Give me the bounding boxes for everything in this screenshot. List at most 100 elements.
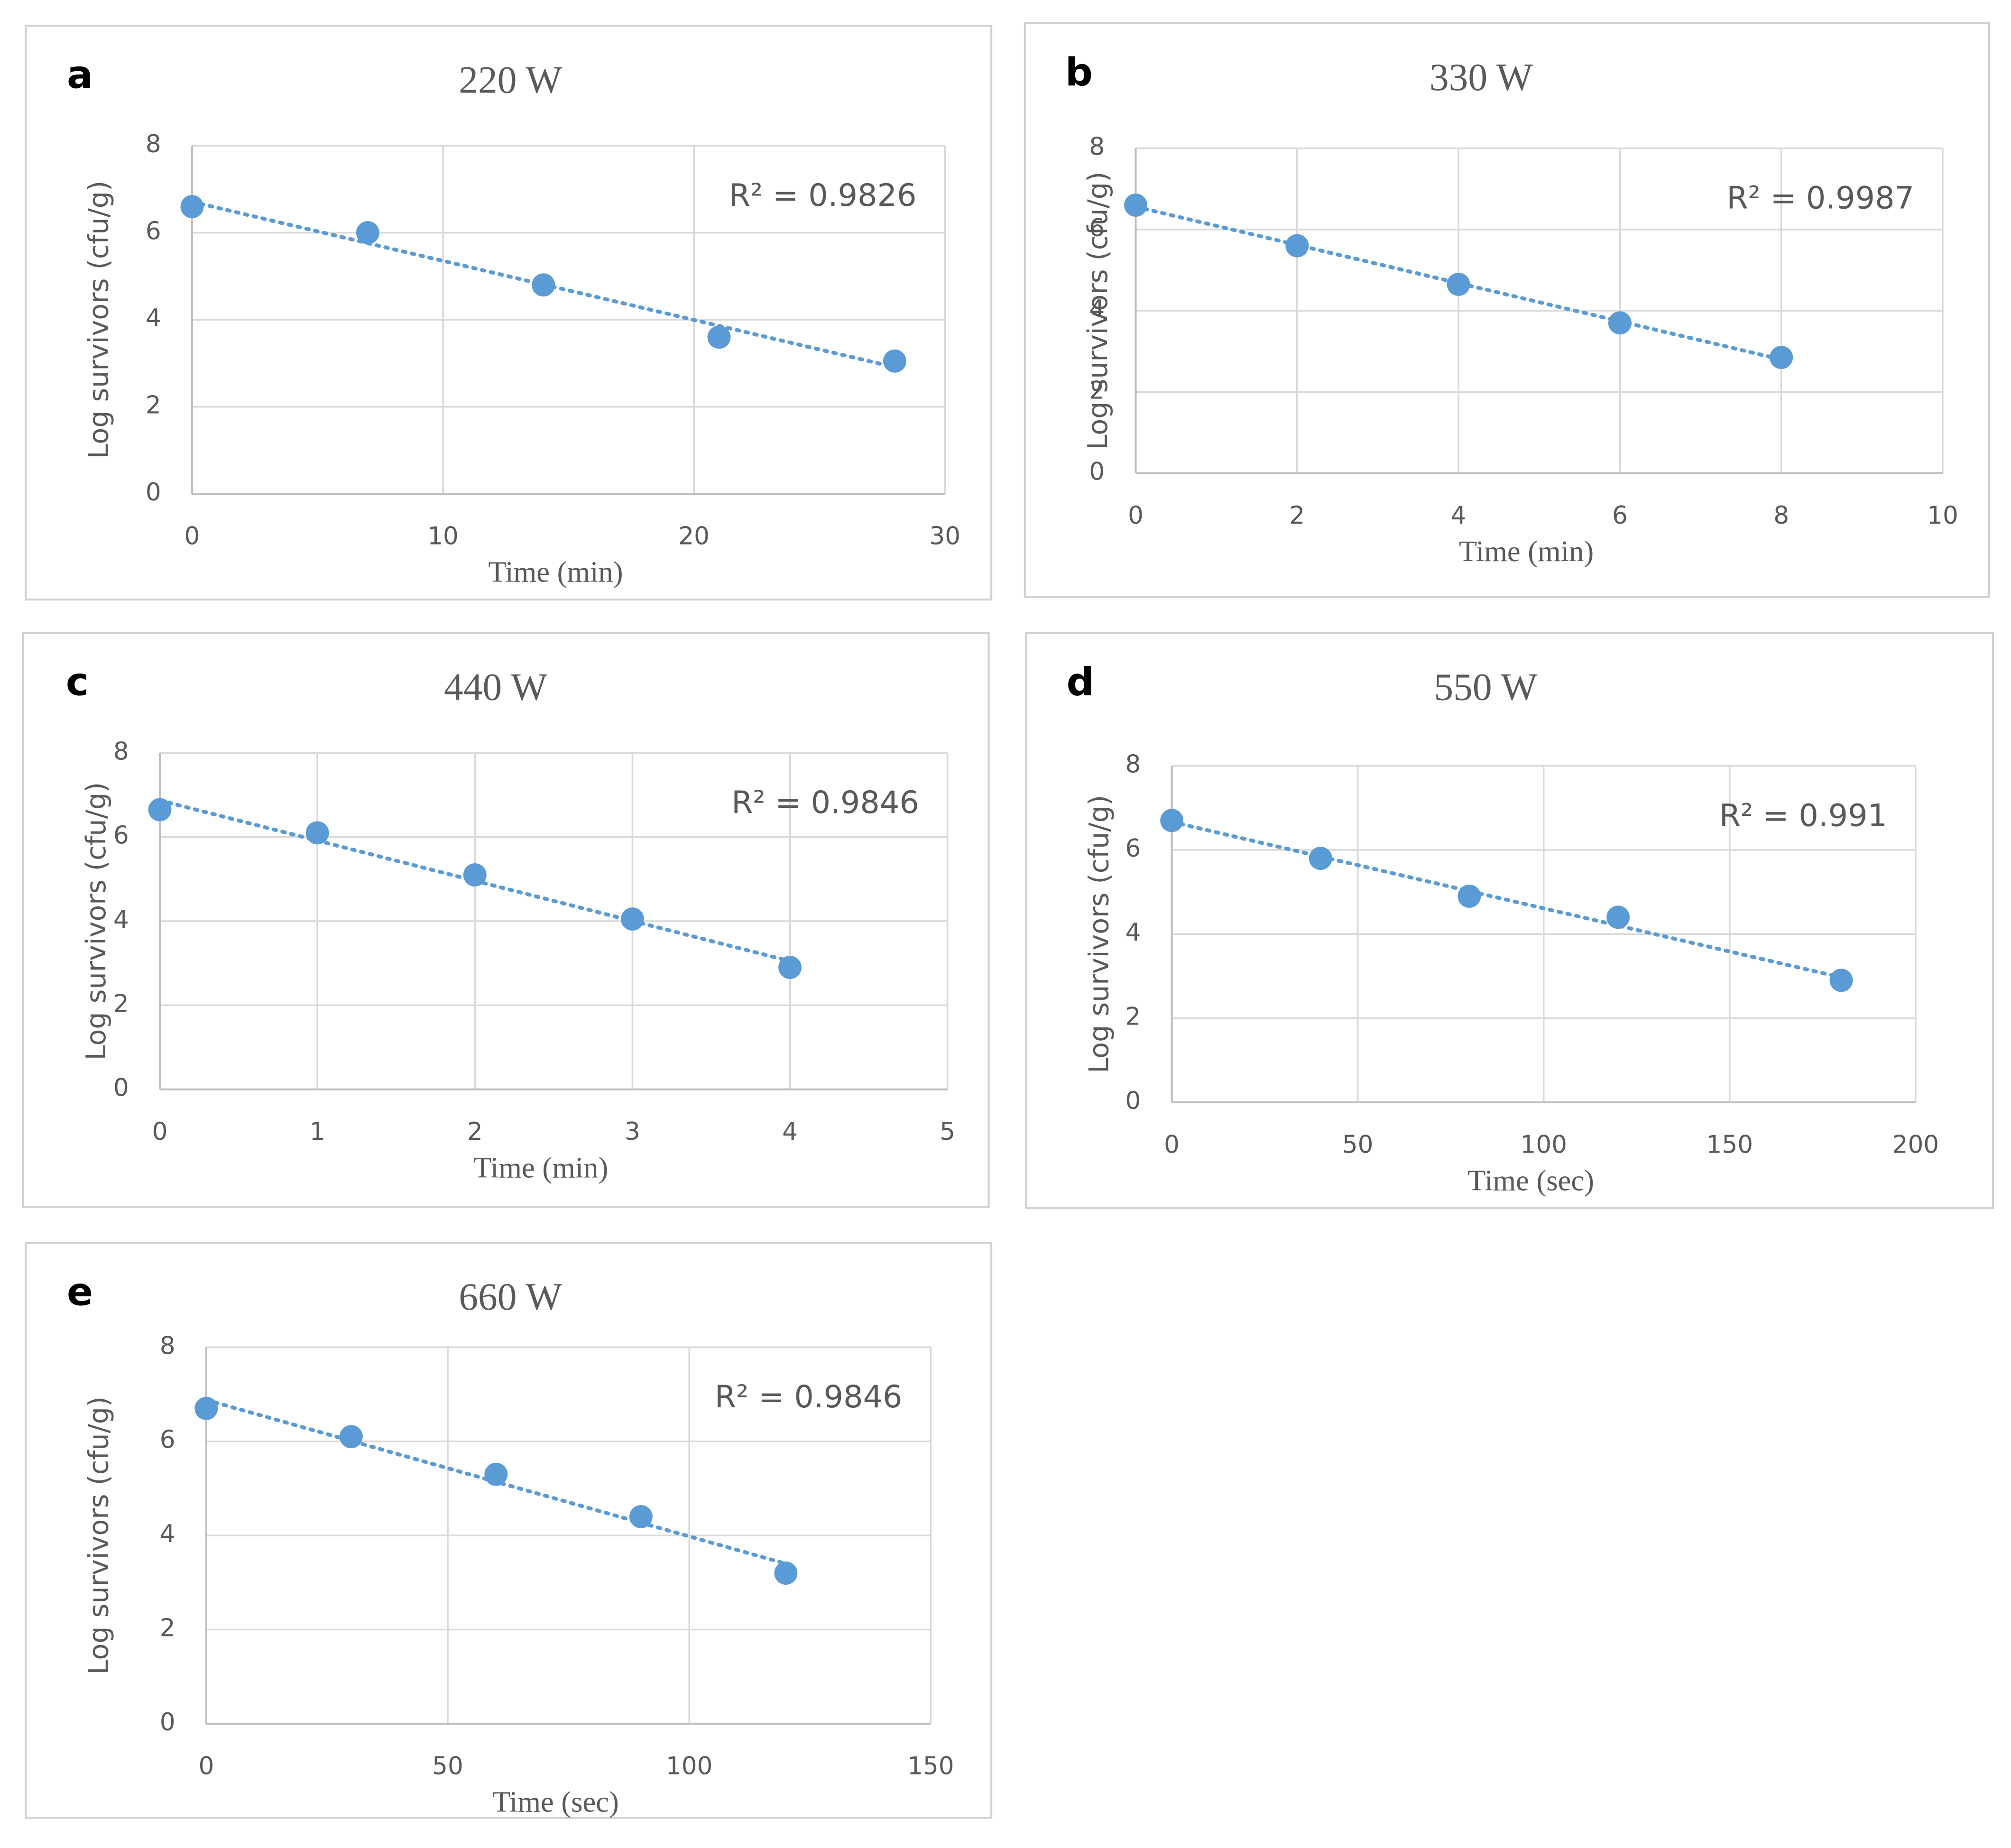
y-tick-label: 6	[1089, 214, 1105, 242]
x-tick-label: 200	[1892, 1130, 1939, 1159]
y-tick-label: 0	[146, 478, 161, 507]
panel-label: d	[1066, 660, 1094, 705]
x-tick-label: 2	[467, 1118, 483, 1146]
data-point	[1770, 346, 1793, 369]
data-point	[620, 907, 644, 931]
y-tick-label: 2	[113, 989, 129, 1018]
y-tick-label: 8	[1089, 133, 1105, 161]
x-tick-label: 50	[432, 1752, 463, 1780]
x-tick-label: 10	[1927, 501, 1958, 530]
y-tick-label: 0	[1089, 458, 1105, 486]
chart-panel: 0 2 4 6 8 0 50 100 150 200 d 550 W R² = 0.991 Time (s…	[1025, 632, 1994, 1209]
data-point	[778, 956, 802, 979]
annotation: R² = 0.9826	[729, 177, 917, 213]
x-tick-label: 8	[1773, 501, 1789, 530]
x-tick-label: 50	[1342, 1130, 1374, 1159]
x-tick-label: 4	[782, 1118, 798, 1146]
x-tick-label: 0	[152, 1118, 168, 1146]
data-point	[1829, 969, 1853, 992]
panel-label: b	[1065, 50, 1093, 95]
y-tick-label: 8	[160, 1331, 175, 1360]
x-tick-label: 1	[310, 1118, 325, 1146]
x-tick-label: 0	[1128, 501, 1144, 530]
x-tick-label: 100	[666, 1752, 713, 1780]
x-axis-label: Time (min)	[473, 1151, 608, 1184]
data-point	[532, 273, 555, 297]
x-tick-label: 100	[1520, 1130, 1567, 1159]
annotation: R² = 0.9846	[715, 1379, 903, 1415]
chart-panel: 0 2 4 6 8 0 1 2 3 4 5 c 440 W R² = 0.9846 Time (min) Lo…	[22, 632, 990, 1208]
x-tick-label: 20	[678, 522, 710, 550]
data-point	[194, 1396, 218, 1420]
chart-title: 550 W	[1434, 665, 1537, 709]
annotation: R² = 0.9987	[1726, 180, 1914, 216]
data-point	[1285, 234, 1309, 258]
data-point	[463, 863, 487, 887]
y-axis-label: Log survivors (cfu/g)	[81, 782, 112, 1061]
y-tick-label: 0	[1125, 1087, 1141, 1115]
data-point	[1160, 809, 1184, 832]
y-tick-label: 4	[1125, 918, 1141, 947]
x-tick-label: 3	[625, 1118, 640, 1146]
data-point	[305, 821, 329, 845]
y-tick-label: 4	[1089, 295, 1105, 323]
data-point	[1458, 884, 1481, 908]
data-point	[339, 1425, 363, 1449]
y-tick-label: 4	[160, 1520, 175, 1548]
y-tick-label: 2	[160, 1614, 175, 1643]
data-point	[1447, 272, 1470, 296]
panel-frame	[22, 632, 990, 1208]
y-tick-label: 8	[146, 130, 161, 158]
data-point	[707, 325, 731, 349]
y-axis-label: Log survivors (cfu/g)	[1084, 795, 1115, 1073]
x-tick-label: 5	[940, 1118, 955, 1146]
x-tick-label: 150	[1707, 1130, 1753, 1159]
panel-label: c	[66, 660, 89, 705]
data-point	[1606, 906, 1630, 929]
y-axis-label: Log survivors (cfu/g)	[83, 181, 115, 459]
data-point	[774, 1562, 798, 1585]
trendline	[1134, 204, 1783, 361]
panel-label: e	[67, 1269, 93, 1314]
data-point	[1608, 311, 1632, 335]
chart-title: 440 W	[444, 665, 547, 709]
panel-frame	[1025, 632, 1994, 1209]
panel-frame	[25, 1242, 993, 1819]
x-tick-label: 4	[1451, 501, 1467, 530]
chart-panel: 0 2 4 6 8 0 50 100 150 e 660 W R² = 0.9846 Time (sec…	[25, 1242, 993, 1819]
x-tick-label: 0	[198, 1752, 214, 1780]
y-tick-label: 8	[1125, 750, 1141, 779]
y-tick-label: 6	[1125, 834, 1141, 863]
y-axis-label: Log survivors (cfu/g)	[83, 1396, 115, 1675]
data-point	[484, 1462, 508, 1486]
y-tick-label: 4	[113, 906, 129, 934]
y-tick-label: 2	[1125, 1003, 1141, 1031]
y-tick-label: 6	[146, 217, 161, 246]
annotation: R² = 0.9846	[731, 785, 919, 821]
chart-title: 330 W	[1430, 55, 1533, 99]
chart-title: 220 W	[459, 58, 562, 101]
panel-frame	[25, 25, 993, 601]
y-tick-label: 0	[113, 1074, 129, 1102]
data-point	[148, 798, 172, 822]
x-tick-label: 6	[1612, 501, 1628, 530]
y-tick-label: 2	[146, 391, 161, 420]
data-point	[356, 221, 379, 245]
chart-title: 660 W	[459, 1275, 562, 1318]
x-tick-label: 0	[1164, 1130, 1180, 1159]
y-tick-label: 2	[1089, 376, 1105, 405]
x-tick-label: 150	[907, 1752, 954, 1780]
x-tick-label: 0	[184, 522, 200, 550]
trendline	[1170, 820, 1844, 979]
data-point	[1124, 194, 1147, 217]
chart-panel: 0 2 4 6 8 0 2 4 6 8 10 b 330 W R² = 0.9987 Time (min) L…	[1024, 22, 1990, 598]
data-point	[180, 195, 204, 219]
data-point	[629, 1505, 653, 1528]
x-tick-label: 2	[1289, 501, 1305, 530]
y-tick-label: 0	[160, 1708, 175, 1737]
y-tick-label: 6	[113, 822, 129, 850]
x-axis-label: Time (min)	[1459, 535, 1594, 568]
chart-panel: 0 2 4 6 8 0 10 20 30 a 220 W R² = 0.9826 Time (min) L…	[25, 25, 993, 601]
x-tick-label: 30	[929, 522, 960, 550]
